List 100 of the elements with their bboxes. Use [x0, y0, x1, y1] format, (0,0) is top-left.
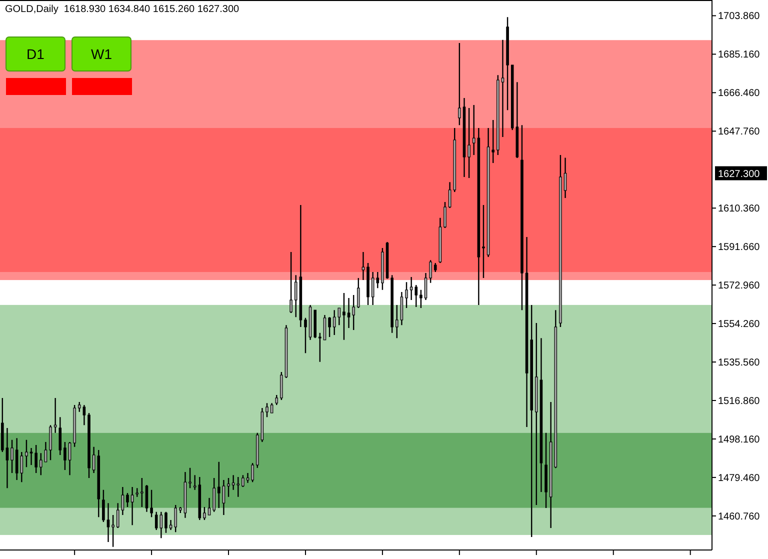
candlestick: [44, 441, 48, 462]
candlestick: [121, 486, 124, 516]
candlestick: [82, 404, 86, 426]
candlestick: [188, 467, 192, 489]
candlestick: [232, 474, 235, 491]
candlestick: [284, 324, 288, 379]
candlestick: [92, 446, 96, 474]
candlestick: [492, 119, 495, 164]
candlestick: [217, 461, 220, 509]
candlestick: [410, 276, 413, 301]
candlestick: [501, 39, 504, 138]
y-tick-label: 1554.260: [718, 319, 760, 330]
candlestick: [366, 262, 370, 306]
candlestick: [520, 124, 524, 311]
candlestick: [6, 427, 9, 489]
candlestick: [506, 16, 509, 111]
candlestick: [222, 479, 226, 516]
candlestick: [140, 477, 144, 508]
candlestick: [535, 322, 538, 506]
candlestick: [145, 484, 148, 513]
candlestick: [68, 441, 72, 476]
candlestick: [400, 291, 404, 326]
candlestick: [10, 439, 14, 474]
candlestick: [477, 127, 480, 306]
y-tick-label: 1516.860: [718, 396, 760, 407]
candlestick: [468, 107, 470, 179]
annotation: D1: [26, 46, 45, 62]
candlestick: [88, 412, 90, 479]
y-tick-label: 1460.760: [718, 511, 760, 522]
candlestick: [544, 432, 548, 509]
y-tick-label: 1591.660: [718, 242, 760, 254]
candlestick: [112, 514, 114, 548]
candlestick: [294, 274, 298, 318]
candlestick: [39, 452, 42, 476]
candlestick: [97, 449, 100, 518]
candlestick: [530, 304, 533, 538]
candlestick: [414, 284, 418, 308]
candlestick: [381, 247, 384, 291]
y-tick-label: 1479.460: [718, 472, 760, 484]
button: W1: [72, 36, 132, 72]
candlestick: [482, 204, 485, 279]
candlestick: [150, 489, 153, 518]
candlestick: [304, 317, 307, 354]
candlestick: [25, 439, 28, 468]
annotation: W1: [91, 46, 112, 62]
candlestick: [299, 204, 302, 328]
candlestick: [420, 289, 422, 309]
y-tick-label: 1685.160: [718, 50, 760, 61]
y-tick-label: 1647.760: [718, 126, 760, 138]
candlestick: [49, 424, 52, 461]
candlestick: [328, 316, 331, 338]
candlestick: [462, 97, 466, 178]
candlestick: [64, 441, 66, 471]
candlestick: [362, 251, 365, 281]
candlestick: [525, 236, 528, 428]
candlestick: [184, 471, 187, 518]
candlestick: [405, 282, 408, 309]
y-tick-label: 1572.960: [718, 280, 760, 292]
candlestick: [227, 477, 230, 498]
candlestick: [308, 304, 312, 341]
candlestick: [34, 444, 38, 474]
candlestick: [395, 304, 398, 339]
candlestick: [496, 74, 500, 156]
candlestick: [290, 251, 292, 314]
y-tick-label: 1498.160: [718, 434, 760, 446]
candlestick: [486, 127, 490, 258]
button: D1: [6, 36, 66, 72]
candlestick: [1, 397, 4, 453]
candlestick: [540, 337, 543, 493]
candlestick: [106, 502, 110, 543]
candlestick: [270, 402, 274, 414]
candlestick: [266, 402, 268, 418]
candlestick: [564, 157, 567, 199]
candlestick: [559, 154, 562, 328]
candlestick: [130, 486, 134, 526]
candlestick: [472, 104, 476, 156]
candlestick: [424, 272, 428, 301]
candlestick: [318, 332, 322, 363]
candlestick: [169, 519, 172, 531]
candlestick: [208, 497, 211, 516]
candlestick: [54, 397, 57, 434]
candlestick: [102, 489, 105, 523]
candlestick: [448, 182, 452, 209]
y-tick-label: 1610.360: [718, 204, 760, 215]
y-tick-label: 1666.460: [718, 88, 760, 100]
candlestick: [357, 277, 360, 309]
candlestick: [347, 297, 350, 329]
candlestick: [438, 217, 442, 264]
candlestick: [342, 292, 346, 341]
candlestick: [30, 447, 33, 466]
y-tick-label: 1535.560: [718, 358, 760, 369]
candlestick: [58, 416, 62, 456]
candlestick: [246, 472, 250, 484]
chart-title: GOLD,Daily 1618.930 1634.840 1615.260 1627.300: [5, 4, 240, 15]
candlestick: [453, 127, 456, 193]
text: 1627.300: [718, 168, 760, 180]
candlestick: [458, 42, 461, 126]
candlestick: [236, 476, 240, 498]
candlestick: [212, 477, 216, 513]
y-tick-label: 1703.860: [718, 11, 760, 22]
